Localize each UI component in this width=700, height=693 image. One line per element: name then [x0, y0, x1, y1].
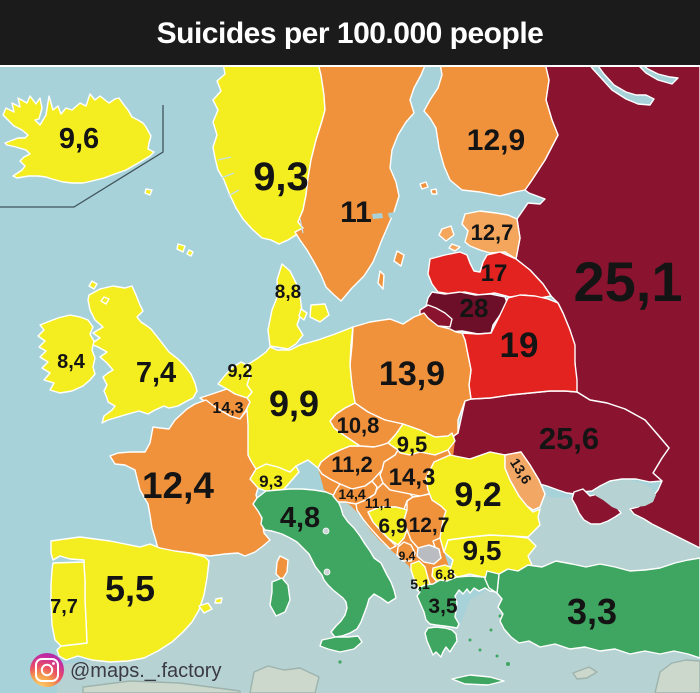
svg-text:9,9: 9,9: [269, 383, 319, 424]
svg-text:6,8: 6,8: [435, 566, 455, 582]
svg-text:9,5: 9,5: [397, 432, 428, 457]
svg-text:10,8: 10,8: [337, 413, 380, 438]
svg-text:17: 17: [481, 260, 508, 287]
svg-text:9,6: 9,6: [59, 123, 99, 155]
svg-text:25,6: 25,6: [539, 421, 599, 456]
svg-text:12,7: 12,7: [471, 220, 514, 245]
svg-text:@maps._.factory: @maps._.factory: [70, 660, 221, 682]
svg-text:14,4: 14,4: [338, 486, 365, 502]
svg-text:9,3: 9,3: [253, 155, 309, 199]
svg-text:19: 19: [500, 326, 539, 365]
svg-text:9,2: 9,2: [227, 361, 252, 381]
svg-text:12,9: 12,9: [467, 124, 525, 157]
svg-text:8,4: 8,4: [57, 351, 86, 373]
svg-text:9,5: 9,5: [463, 535, 502, 566]
svg-text:11,2: 11,2: [331, 452, 373, 477]
svg-text:6,9: 6,9: [378, 515, 407, 538]
svg-text:14,3: 14,3: [389, 464, 436, 491]
svg-text:5,5: 5,5: [105, 568, 155, 609]
svg-text:12,4: 12,4: [142, 465, 214, 506]
svg-text:7,4: 7,4: [136, 357, 176, 389]
svg-text:25,1: 25,1: [574, 250, 683, 313]
svg-text:9,4: 9,4: [399, 549, 416, 563]
svg-text:3,5: 3,5: [428, 595, 458, 618]
svg-text:Suicides per 100.000 people: Suicides per 100.000 people: [157, 17, 544, 50]
svg-text:9,3: 9,3: [259, 472, 283, 491]
svg-text:11,1: 11,1: [365, 495, 392, 511]
svg-text:9,2: 9,2: [454, 476, 501, 514]
svg-text:5,1: 5,1: [410, 576, 430, 592]
svg-text:13,9: 13,9: [379, 355, 445, 393]
svg-text:14,3: 14,3: [212, 400, 243, 417]
svg-text:7,7: 7,7: [50, 596, 78, 618]
svg-text:8,8: 8,8: [275, 282, 301, 303]
svg-text:12,7: 12,7: [409, 514, 450, 537]
svg-text:3,3: 3,3: [567, 591, 617, 632]
svg-text:28: 28: [460, 293, 489, 323]
svg-text:11: 11: [340, 196, 372, 229]
svg-text:4,8: 4,8: [280, 502, 320, 534]
